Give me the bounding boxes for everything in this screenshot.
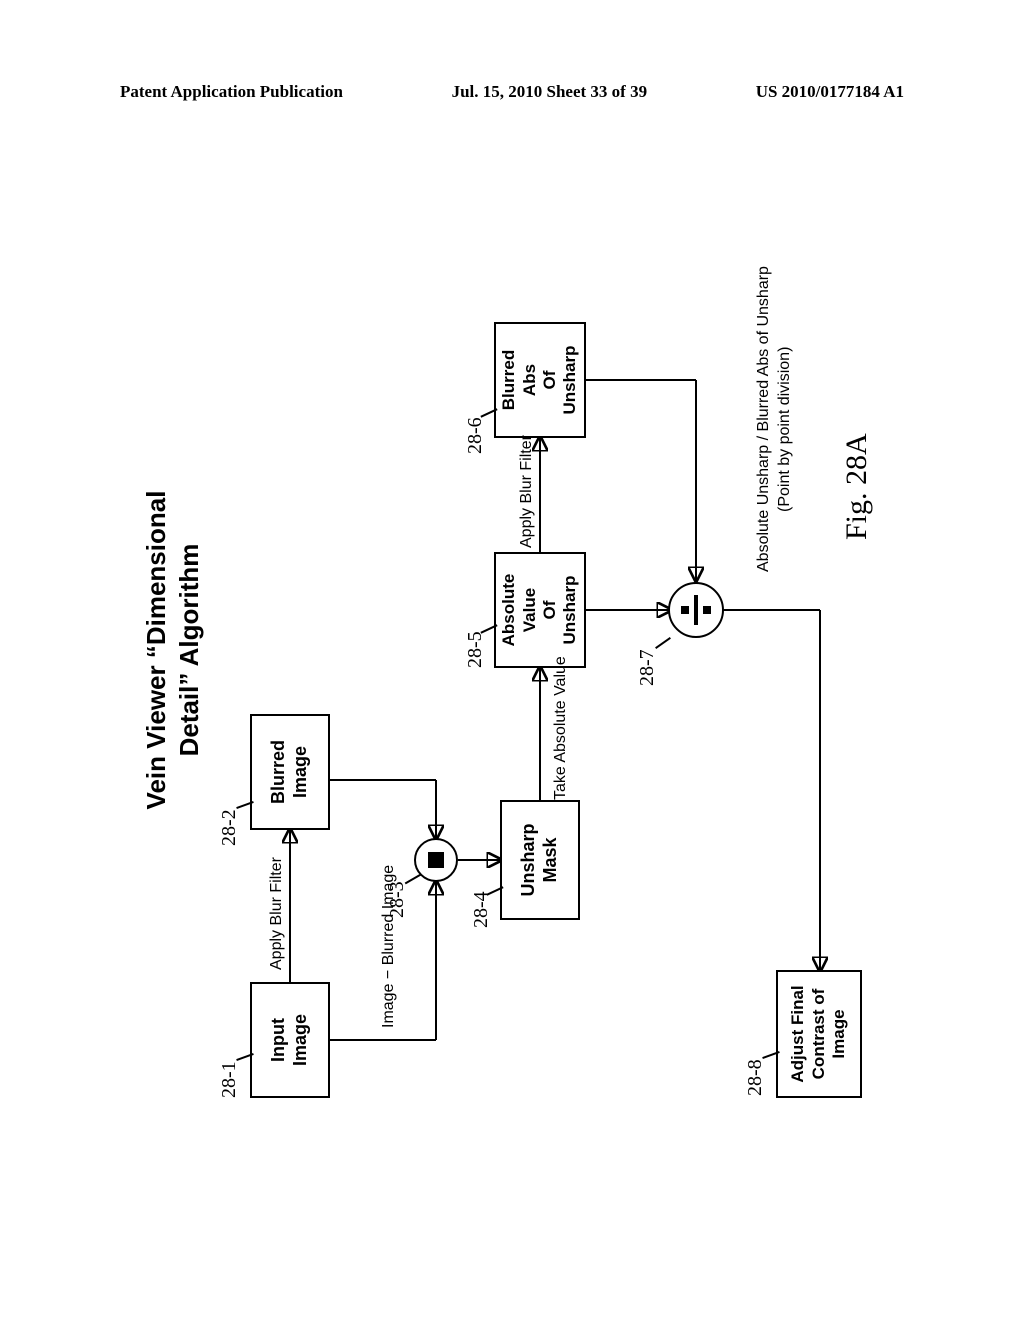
- b4-l1: Unsharp: [518, 824, 538, 897]
- edge-apply-blur-1: Apply Blur Filter: [268, 857, 286, 970]
- b5-l4: Unsharp: [560, 576, 579, 645]
- page-header: Patent Application Publication Jul. 15, …: [0, 82, 1024, 102]
- edge-apply-blur-2: Apply Blur Filter: [518, 435, 536, 548]
- b8-l1: Adjust Final: [788, 985, 807, 1082]
- b6-l1: Blurred: [499, 350, 518, 410]
- b6-l3: Of: [540, 371, 559, 390]
- header-center: Jul. 15, 2010 Sheet 33 of 39: [452, 82, 648, 102]
- b5-l1: Absolute: [499, 574, 518, 647]
- b1-l2: Image: [290, 1014, 310, 1066]
- b8-l3: Image: [829, 1009, 848, 1058]
- b5-l2: Value: [520, 588, 539, 632]
- b1-l1: Input: [268, 1018, 288, 1062]
- b6-l4: Unsharp: [560, 346, 579, 415]
- b2-l2: Image: [290, 746, 310, 798]
- header-right: US 2010/0177184 A1: [756, 82, 904, 102]
- ref-28-8: 28-8: [744, 1059, 767, 1096]
- node-blurred-abs: Blurred Abs Of Unsharp: [494, 322, 586, 438]
- b5-l3: Of: [540, 601, 559, 620]
- b6-l2: Abs: [520, 364, 539, 396]
- figure-caption: Fig. 28A: [840, 433, 874, 540]
- divide-icon: [679, 593, 713, 627]
- ref-28-6: 28-6: [464, 417, 487, 454]
- edge-image-minus: Image − Blurred Image: [380, 865, 398, 1028]
- diagram: Vein Viewer “Dimensional Detail” Algorit…: [140, 220, 884, 1100]
- edge-take-abs: Take Absolute Value: [552, 656, 570, 800]
- ref-28-1: 28-1: [218, 1061, 241, 1098]
- node-adjust-final: Adjust Final Contrast of Image: [776, 970, 862, 1098]
- ref-28-2: 28-2: [218, 809, 241, 846]
- diagram-canvas: Vein Viewer “Dimensional Detail” Algorit…: [140, 220, 884, 1100]
- b4-l2: Mask: [540, 838, 560, 883]
- e5-l2: (Point by point division): [776, 347, 793, 572]
- edge-divide-note: Absolute Unsharp / Blurred Abs of Unshar…: [754, 266, 796, 572]
- e5-l1: Absolute Unsharp / Blurred Abs of Unshar…: [755, 266, 772, 572]
- b8-l2: Contrast of: [809, 989, 828, 1080]
- node-blurred-image: Blurred Image: [250, 714, 330, 830]
- b2-l1: Blurred: [268, 740, 288, 804]
- node-input-image: Input Image: [250, 982, 330, 1098]
- ref-28-7: 28-7: [636, 649, 659, 686]
- header-left: Patent Application Publication: [120, 82, 343, 102]
- node-unsharp-mask: Unsharp Mask: [500, 800, 580, 920]
- ref-28-5: 28-5: [464, 631, 487, 668]
- ref-28-4: 28-4: [470, 891, 493, 928]
- node-divide: [668, 582, 724, 638]
- minus-icon: [428, 852, 444, 868]
- node-absolute-value: Absolute Value Of Unsharp: [494, 552, 586, 668]
